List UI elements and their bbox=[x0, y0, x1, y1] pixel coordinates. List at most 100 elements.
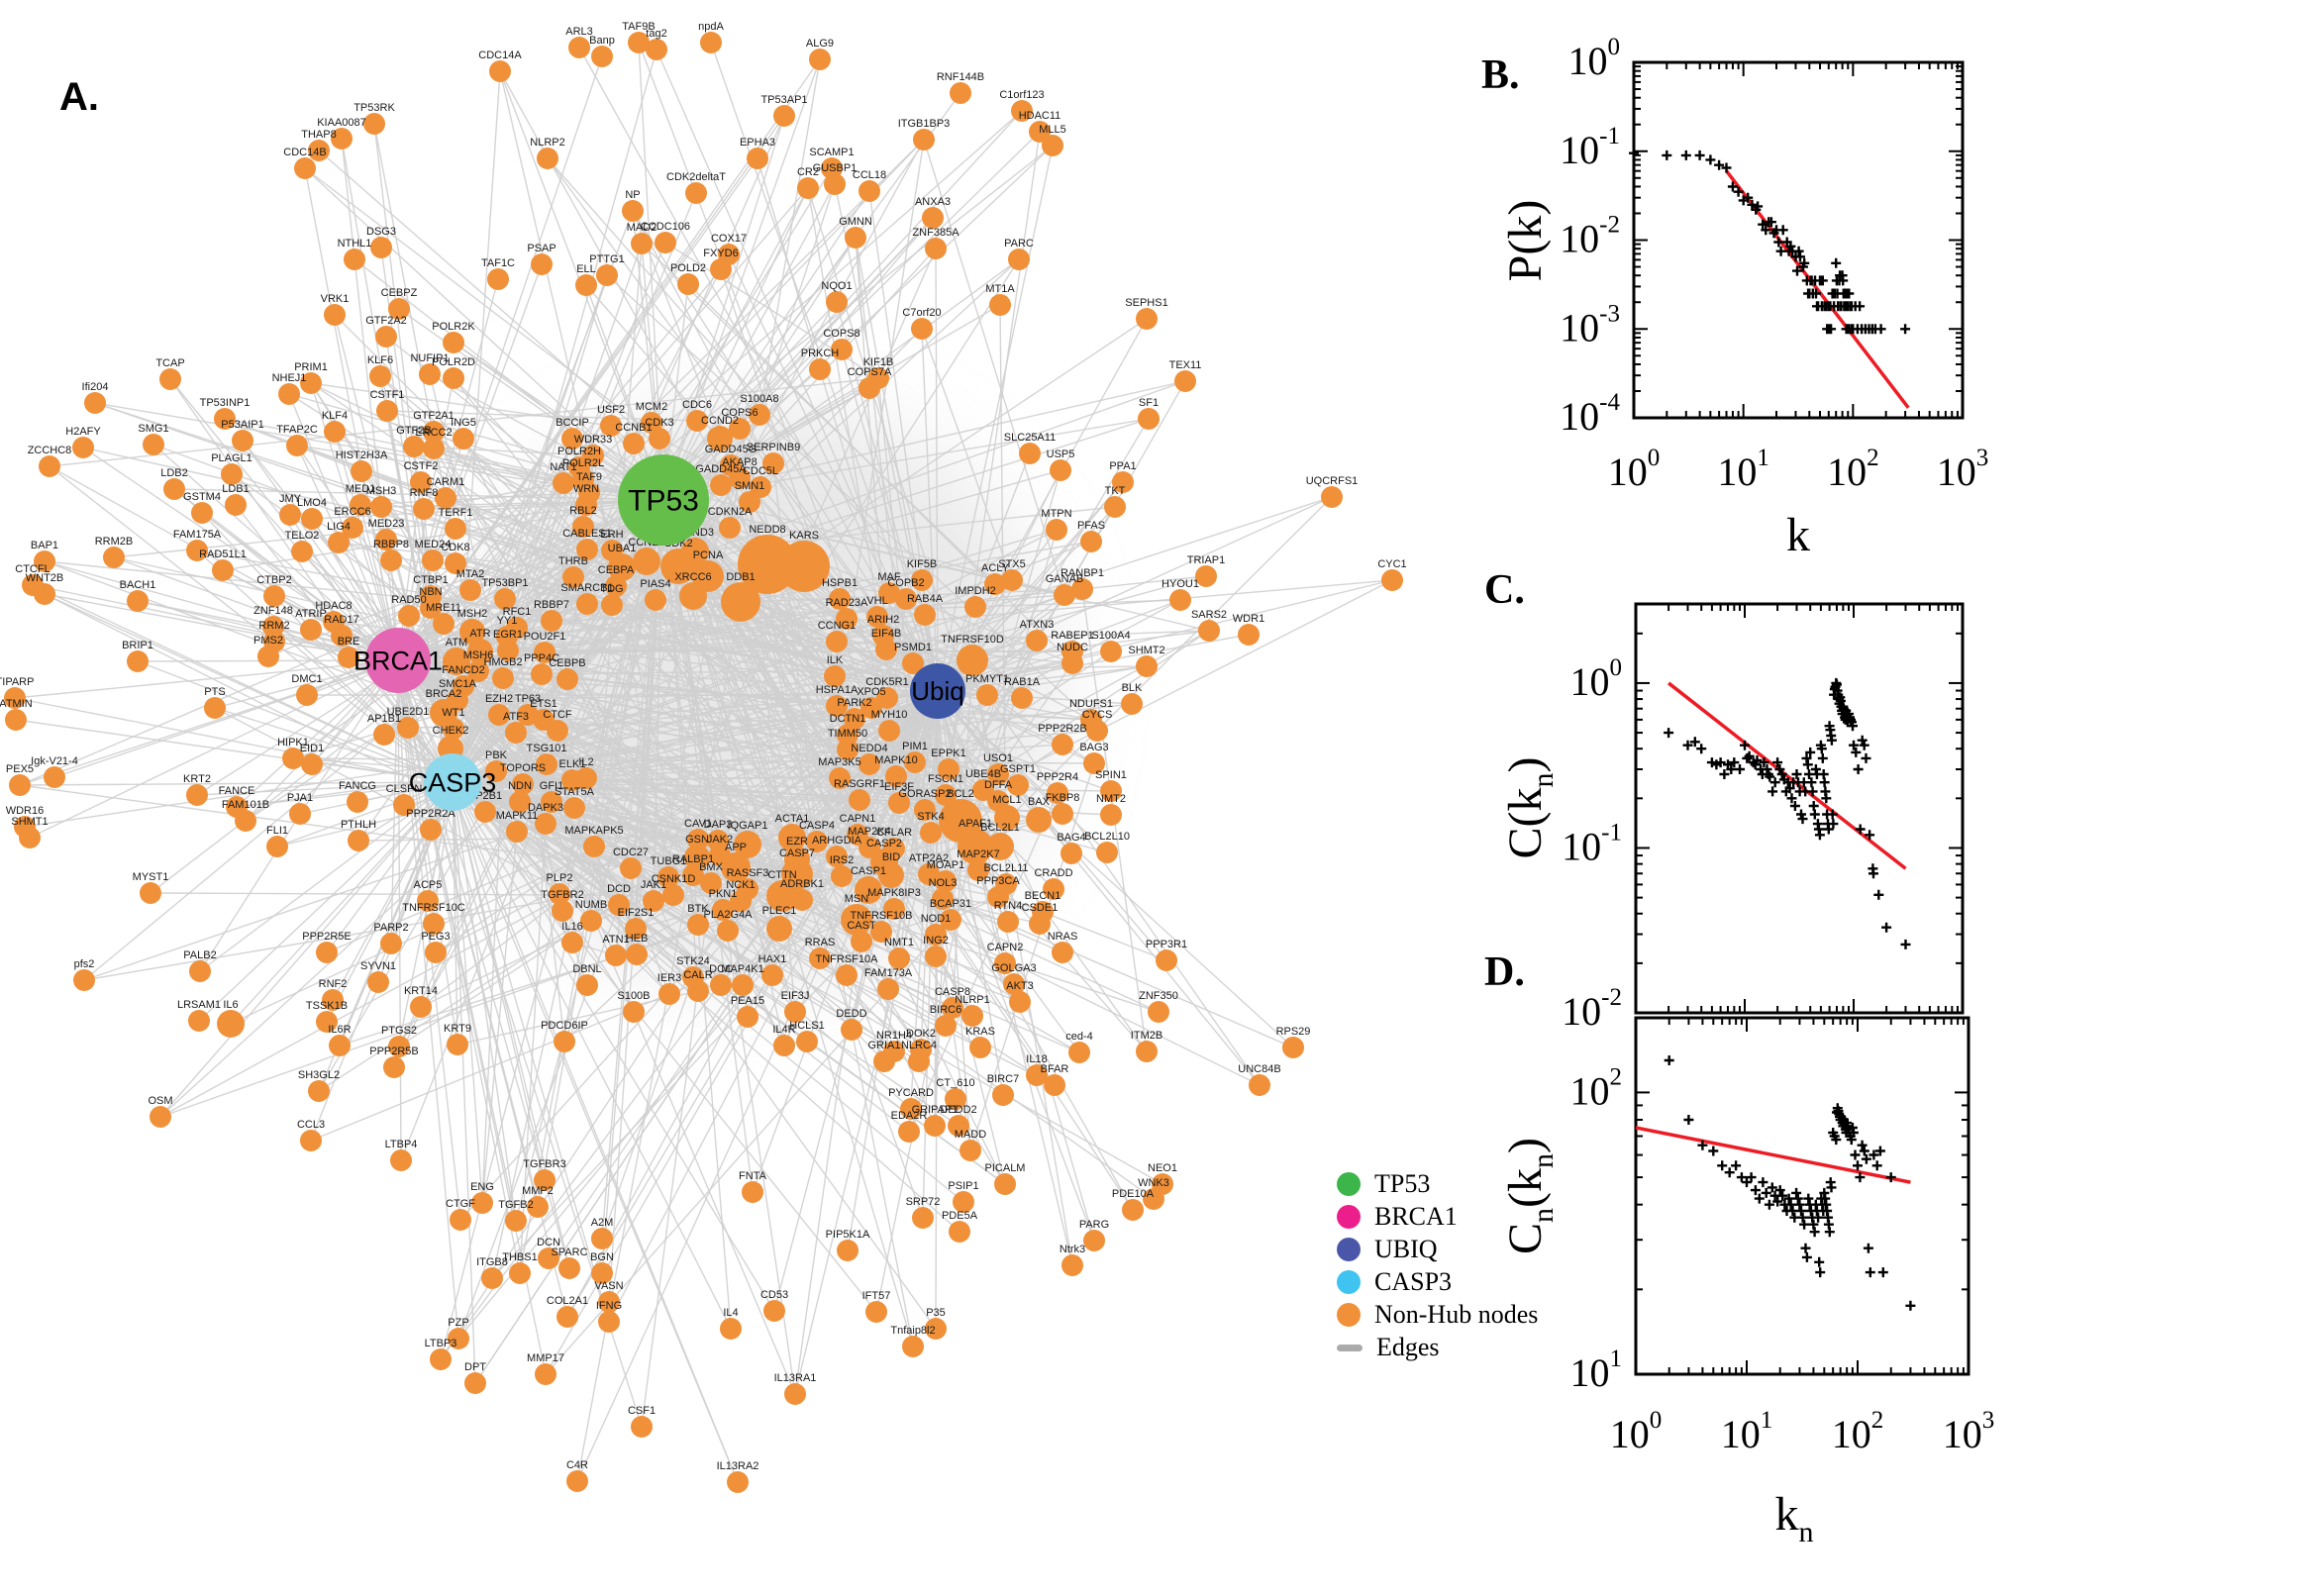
network-node bbox=[710, 474, 732, 496]
network-node-label: ARL3 bbox=[565, 26, 593, 38]
network-node-label: ERCC2 bbox=[415, 427, 452, 439]
network-node-label: BMX bbox=[699, 861, 724, 873]
network-node-label: TGFBR3 bbox=[523, 1158, 565, 1170]
network-node bbox=[547, 720, 568, 742]
network-edge bbox=[304, 167, 660, 440]
network-node-label: MSN bbox=[845, 893, 869, 905]
network-node bbox=[773, 105, 795, 127]
network-node bbox=[873, 1050, 895, 1072]
network-node-label: PRKCH bbox=[801, 348, 840, 359]
network-node bbox=[710, 258, 732, 280]
network-node-label: POLR2D bbox=[432, 356, 475, 368]
network-edge bbox=[740, 601, 1021, 1003]
network-node bbox=[1050, 459, 1071, 481]
network-node bbox=[39, 455, 60, 477]
network-node bbox=[324, 421, 346, 443]
network-node-label: TAF9 bbox=[576, 471, 602, 483]
network-node bbox=[363, 113, 385, 135]
x-axis-label: k bbox=[1786, 509, 1810, 561]
network-node bbox=[739, 491, 760, 513]
network-node-label: IL2 bbox=[578, 756, 593, 768]
network-node bbox=[865, 1301, 887, 1323]
network-node-label: PDE10A bbox=[1112, 1188, 1155, 1200]
network-node-label: CTCFL bbox=[15, 563, 50, 575]
network-node-label: RAD17 bbox=[324, 614, 358, 626]
network-node-label: PLAGL1 bbox=[211, 452, 252, 464]
network-node-label: SH3GL2 bbox=[298, 1069, 340, 1081]
network-node-label: DCN bbox=[537, 1237, 560, 1248]
network-node-label: TERF1 bbox=[439, 507, 473, 519]
network-node-label: CSF1 bbox=[628, 1405, 656, 1417]
network-node bbox=[375, 529, 397, 550]
network-node-label: BRIP1 bbox=[122, 640, 153, 651]
network-node bbox=[721, 582, 760, 622]
network-edge bbox=[462, 438, 699, 926]
network-node-label: UNC84B bbox=[1238, 1063, 1280, 1075]
network-node bbox=[1282, 1037, 1304, 1058]
network-node-label: RNF2 bbox=[319, 978, 348, 990]
network-node-label: MAP3K5 bbox=[818, 756, 860, 768]
network-node-label: LTBP4 bbox=[385, 1139, 418, 1150]
network-node bbox=[430, 1348, 452, 1370]
node-color-dot-icon bbox=[1337, 1172, 1361, 1196]
network-node bbox=[563, 797, 585, 819]
network-node-label: COPB2 bbox=[887, 577, 924, 589]
network-node-label: CTTN bbox=[767, 869, 796, 881]
network-node bbox=[766, 880, 798, 912]
network-node-label: KRT2 bbox=[183, 773, 211, 785]
network-node-label: TP53RK bbox=[354, 102, 395, 114]
network-edge bbox=[516, 258, 1020, 629]
network-node bbox=[214, 408, 236, 430]
network-node bbox=[375, 326, 397, 348]
chart-B: 100 101 102 103 100 10-1 10-2 10-3 10-4 k P(k) bbox=[1499, 34, 1988, 561]
network-node bbox=[969, 1037, 991, 1058]
legend-item-brca1: BRCA1 bbox=[1337, 1202, 1538, 1231]
network-node-label: TP63 bbox=[515, 693, 541, 705]
network-node-label: MMP17 bbox=[527, 1352, 564, 1364]
network-node bbox=[806, 831, 828, 852]
network-node bbox=[984, 573, 1006, 595]
network-node bbox=[1083, 1230, 1105, 1251]
network-node-label: ITM2B bbox=[1131, 1030, 1162, 1042]
network-node-label: STK4 bbox=[917, 811, 945, 823]
network-node bbox=[1001, 569, 1023, 591]
network-node-label: DPT bbox=[464, 1361, 486, 1373]
network-node-label: XPO5 bbox=[857, 686, 885, 698]
network-node-label: GRIPAP1 bbox=[912, 1104, 959, 1116]
network-node bbox=[855, 876, 882, 904]
network-node bbox=[464, 1372, 486, 1394]
network-node-label: POLR2H bbox=[557, 446, 601, 457]
network-node bbox=[710, 974, 732, 996]
chart-C: 100 10-1 10-2 C(kn) bbox=[1499, 602, 1965, 1034]
network-node bbox=[720, 1318, 742, 1340]
network-node bbox=[729, 467, 751, 489]
network-node bbox=[388, 1036, 410, 1057]
axis-ticks bbox=[1635, 1018, 1970, 1375]
network-node bbox=[945, 1088, 966, 1110]
network-node bbox=[541, 791, 562, 813]
network-node-label: TFAP2C bbox=[276, 424, 318, 436]
network-node-label: Ifi204 bbox=[82, 381, 109, 393]
network-node-label: MAPK11 bbox=[496, 810, 539, 822]
panel-d-label: D. bbox=[1484, 949, 1525, 995]
network-edge bbox=[14, 659, 399, 699]
network-node bbox=[191, 502, 213, 524]
network-edge bbox=[662, 499, 796, 1395]
network-node-label: C1orf123 bbox=[999, 89, 1044, 101]
network-node-label: CHEK2 bbox=[433, 725, 469, 737]
network-edge bbox=[318, 649, 509, 1092]
network-node-label: MED23 bbox=[368, 518, 405, 530]
network-node bbox=[419, 363, 441, 385]
network-node-label: ZNF350 bbox=[1139, 990, 1178, 1002]
x-tick-label: 102 bbox=[1827, 445, 1879, 494]
hub-label-casp3: CASP3 bbox=[409, 767, 497, 797]
network-node bbox=[935, 784, 957, 806]
network-node bbox=[707, 426, 733, 451]
network-node-label: VASN bbox=[594, 1280, 623, 1292]
network-node-label: MSH2 bbox=[457, 608, 488, 620]
network-node bbox=[605, 575, 627, 597]
network-node-label: PTS bbox=[204, 686, 225, 698]
network-edge bbox=[44, 593, 655, 902]
network-node bbox=[914, 604, 936, 626]
y-tick-label: 10-1 bbox=[1560, 123, 1620, 172]
